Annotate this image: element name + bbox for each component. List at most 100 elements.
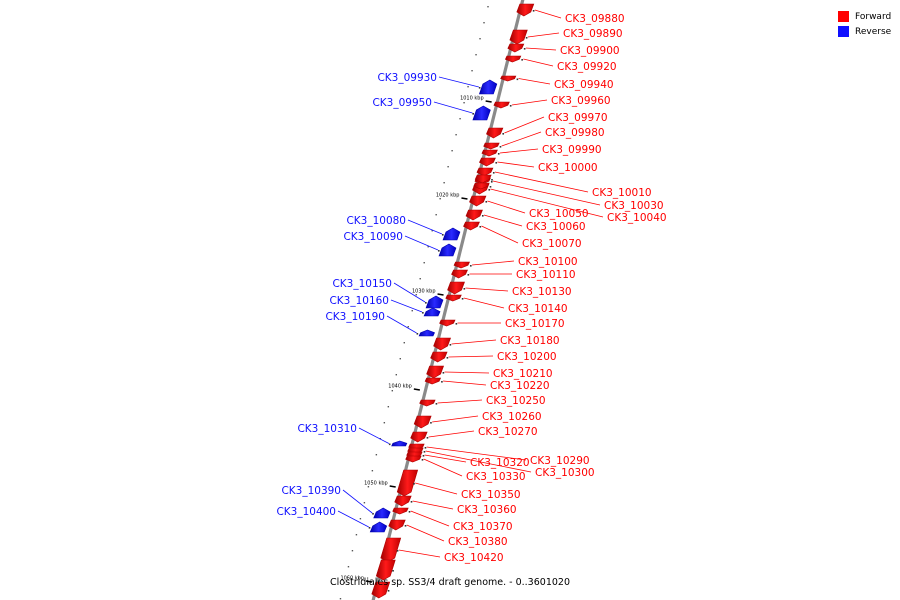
legend-forward: Forward bbox=[838, 9, 891, 24]
scale-tick-mark bbox=[437, 293, 444, 296]
gene-end-marker bbox=[408, 511, 411, 513]
gene-label: CK3_10370 bbox=[453, 521, 513, 533]
gene-end-marker bbox=[413, 483, 415, 485]
gene-leader-line bbox=[412, 500, 454, 510]
gene-forward-arrow bbox=[392, 507, 409, 515]
gene-end-marker bbox=[490, 181, 493, 183]
gene-forward-arrow bbox=[476, 167, 494, 177]
genome-caption: Clostridiales sp. SS3/4 draft genome. - … bbox=[329, 577, 570, 588]
gene-leader-line bbox=[438, 76, 479, 88]
gene-end-marker bbox=[532, 10, 535, 12]
gene-leader-line bbox=[426, 446, 527, 461]
forward-swatch-icon bbox=[838, 11, 849, 22]
gene-label: CK3_10110 bbox=[516, 269, 576, 281]
gene-leader-line bbox=[425, 450, 532, 473]
gene-label: CK3_09940 bbox=[554, 79, 614, 91]
gene-label: CK3_10300 bbox=[535, 467, 595, 479]
gene-forward-arrow bbox=[473, 182, 490, 190]
gene-reverse-arrow bbox=[391, 440, 408, 447]
gene-end-marker bbox=[430, 422, 432, 424]
gene-label: CK3_10050 bbox=[529, 208, 589, 220]
position-dot bbox=[371, 470, 374, 472]
gene-leader-line bbox=[404, 235, 439, 251]
gene-reverse-arrow bbox=[369, 521, 388, 533]
position-dot bbox=[423, 262, 425, 264]
gene-label: CK3_10330 bbox=[466, 471, 526, 483]
position-dot bbox=[467, 86, 469, 88]
gene-end-marker bbox=[497, 153, 500, 155]
scale-tick-mark bbox=[485, 100, 492, 103]
gene-leader-line bbox=[523, 58, 554, 67]
position-dot bbox=[407, 326, 409, 328]
gene-label: CK3_10270 bbox=[478, 426, 538, 438]
gene-forward-arrow bbox=[396, 469, 419, 497]
gene-label: CK3_10060 bbox=[526, 221, 586, 233]
gene-forward-arrow bbox=[445, 294, 462, 302]
gene-leader-line bbox=[487, 200, 526, 214]
gene-end-marker bbox=[523, 48, 526, 50]
position-dots bbox=[339, 6, 489, 600]
gene-label: CK3_10030 bbox=[604, 200, 664, 212]
gene-forward-arrow bbox=[474, 174, 492, 184]
gene-forward-arrow bbox=[410, 431, 428, 443]
gene-leader-line bbox=[342, 489, 373, 514]
gene-features bbox=[368, 3, 535, 599]
gene-end-marker bbox=[478, 87, 481, 89]
gene-end-marker bbox=[441, 381, 443, 383]
gene-leader-line bbox=[423, 458, 463, 477]
gene-leader-line bbox=[492, 180, 601, 206]
gene-label: CK3_09980 bbox=[545, 127, 605, 139]
position-dot bbox=[415, 294, 417, 296]
gene-end-marker bbox=[467, 274, 470, 276]
gene-reverse-arrow bbox=[418, 329, 435, 337]
position-dot bbox=[383, 422, 386, 424]
position-dot bbox=[339, 598, 342, 600]
gene-end-marker bbox=[392, 570, 394, 572]
gene-end-marker bbox=[463, 288, 466, 290]
gene-leader-line bbox=[451, 339, 497, 345]
gene-label: CK3_10200 bbox=[497, 351, 557, 363]
gene-label: CK3_10390 bbox=[281, 485, 341, 497]
gene-label: CK3_09920 bbox=[557, 61, 617, 73]
gene-end-marker bbox=[410, 501, 413, 503]
gene-leader-line bbox=[407, 219, 443, 235]
position-dot bbox=[483, 22, 485, 24]
gene-label: CK3_09970 bbox=[548, 112, 608, 124]
gene-end-marker bbox=[525, 37, 528, 39]
position-dot bbox=[399, 358, 401, 360]
position-dot bbox=[451, 150, 453, 152]
gene-end-marker bbox=[499, 146, 502, 148]
gene-end-marker bbox=[488, 189, 491, 191]
scale-tick-mark bbox=[389, 485, 396, 488]
gene-end-marker bbox=[416, 333, 419, 335]
position-dot bbox=[475, 54, 477, 56]
gene-leader-line bbox=[511, 99, 548, 106]
gene-end-marker bbox=[470, 265, 472, 267]
gene-forward-arrow bbox=[483, 142, 500, 150]
gene-label: CK3_10360 bbox=[457, 504, 517, 516]
position-dot bbox=[459, 118, 461, 120]
gene-forward-arrow bbox=[486, 127, 504, 139]
position-dot bbox=[427, 246, 429, 248]
gene-leader-line bbox=[437, 399, 483, 404]
gene-leader-line bbox=[424, 454, 467, 463]
gene-forward-arrow bbox=[394, 495, 412, 507]
gene-forward-arrow bbox=[388, 519, 406, 531]
scale-tick-mark bbox=[413, 388, 420, 391]
gene-label: CK3_09900 bbox=[560, 45, 620, 57]
gene-leader-line bbox=[443, 380, 487, 386]
gene-forward-arrow bbox=[375, 559, 396, 581]
gene-forward-arrow bbox=[453, 261, 470, 269]
gene-end-marker bbox=[489, 186, 492, 188]
gene-forward-arrow bbox=[463, 221, 480, 231]
gene-leader-line bbox=[483, 214, 523, 227]
gene-leader-line bbox=[527, 32, 560, 38]
gene-forward-arrow bbox=[507, 43, 525, 53]
gene-end-marker bbox=[422, 455, 425, 457]
gene-end-marker bbox=[425, 302, 427, 304]
gene-end-marker bbox=[422, 312, 424, 314]
position-dot bbox=[455, 134, 457, 136]
gene-leader-line bbox=[518, 78, 551, 85]
position-dot bbox=[375, 454, 378, 456]
